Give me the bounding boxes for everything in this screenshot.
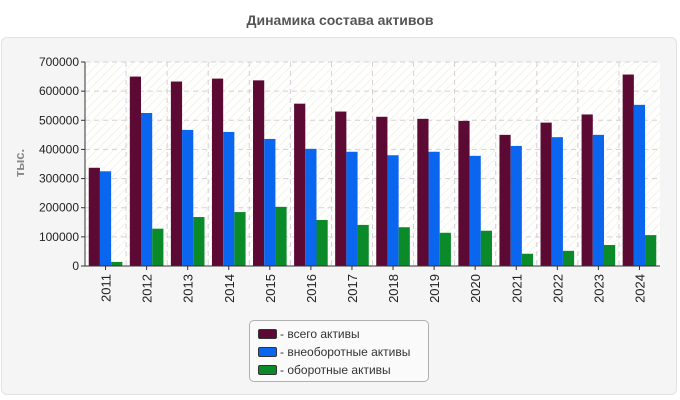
legend-swatch-noncurrent-assets — [258, 347, 277, 357]
bar-2016-series-1 — [305, 148, 317, 266]
legend-label-noncurrent-assets: внеоборотные активы — [287, 345, 411, 359]
bar-2023-series-1 — [592, 134, 604, 266]
bar-2018-series-1 — [387, 155, 399, 266]
bar-2012-series-0 — [129, 76, 142, 266]
bars — [88, 74, 657, 267]
legend-swatch-total-assets — [258, 329, 277, 339]
bar-2017-series-2 — [357, 224, 369, 266]
bar-2018-series-2 — [398, 227, 410, 266]
bar-2012-series-2 — [152, 228, 164, 266]
bar-2021-series-0 — [499, 134, 511, 266]
legend-item-total-assets: - всего активы — [258, 325, 428, 343]
x-tick-label: 2019 — [427, 274, 442, 303]
bar-2016-series-0 — [294, 103, 306, 266]
bar-2021-series-1 — [510, 145, 522, 266]
bar-2023-series-0 — [581, 114, 593, 266]
y-tick-label: 200000 — [39, 201, 79, 215]
bar-2012-series-1 — [141, 113, 153, 266]
bar-2016-series-2 — [316, 219, 328, 266]
bar-2017-series-1 — [346, 151, 358, 266]
bar-2015-series-1 — [264, 138, 276, 266]
grid-lines — [85, 61, 660, 266]
bar-2024-series-0 — [622, 74, 634, 266]
x-tick-label: 2020 — [468, 274, 483, 303]
bar-2019-series-1 — [428, 151, 440, 266]
legend-item-noncurrent-assets: - внеоборотные активы — [258, 343, 428, 361]
x-tick-label: 2024 — [632, 274, 647, 303]
x-tick-label: 2022 — [550, 274, 565, 303]
x-tick-label: 2021 — [509, 274, 524, 303]
bar-2022-series-2 — [562, 250, 575, 266]
bar-2019-series-2 — [439, 232, 451, 266]
bar-2021-series-2 — [521, 253, 534, 266]
bar-2020-series-2 — [480, 230, 492, 266]
y-tick-label: 500000 — [39, 113, 79, 127]
y-axis-title: тыс. — [12, 149, 27, 177]
bar-2022-series-0 — [540, 122, 552, 266]
x-tick-label: 2017 — [345, 274, 360, 303]
y-tick-label: 600000 — [39, 84, 79, 98]
x-tick-label: 2016 — [304, 274, 319, 303]
bar-2018-series-0 — [376, 116, 388, 266]
bar-2011-series-1 — [99, 171, 112, 266]
bar-2017-series-0 — [335, 111, 347, 267]
bar-2024-series-2 — [645, 235, 657, 266]
bar-2015-series-0 — [253, 80, 265, 266]
legend-label-total-assets: всего активы — [287, 327, 360, 341]
bar-2011-series-2 — [111, 261, 123, 266]
legend-swatch-current-assets — [258, 365, 277, 375]
bar-2020-series-0 — [458, 120, 470, 267]
chart-title: Динамика состава активов — [246, 12, 434, 28]
x-tick-label: 2013 — [181, 274, 196, 303]
bar-2024-series-1 — [633, 104, 646, 266]
bar-2019-series-0 — [417, 118, 429, 266]
bar-2020-series-1 — [469, 155, 481, 266]
y-tick-label: 300000 — [39, 172, 79, 186]
bar-2013-series-2 — [193, 217, 205, 266]
y-tick-label: 100000 — [39, 230, 79, 244]
y-tick-label: 700000 — [39, 55, 79, 69]
x-tick-label: 2012 — [140, 274, 155, 303]
x-tick-label: 2018 — [386, 274, 401, 303]
axes: 0 100000 200000 300000 400000 500000 600000 700… — [39, 55, 660, 303]
bar-2013-series-1 — [182, 129, 194, 266]
y-tick-label: 400000 — [39, 142, 79, 156]
bar-2023-series-2 — [603, 245, 616, 266]
bar-2014-series-2 — [234, 212, 246, 266]
x-tick-label: 2015 — [263, 274, 278, 303]
bar-2014-series-0 — [211, 78, 224, 267]
bar-2022-series-1 — [551, 137, 563, 266]
legend-label-current-assets: оборотные активы — [287, 363, 391, 377]
legend: - всего активы - внеоборотные активы - о… — [249, 320, 429, 382]
bar-2014-series-1 — [223, 131, 235, 266]
x-tick-label: 2023 — [591, 274, 606, 303]
bar-2011-series-0 — [88, 167, 100, 266]
bar-2013-series-0 — [170, 81, 183, 266]
bar-2015-series-2 — [275, 206, 287, 266]
legend-item-current-assets: - оборотные активы — [258, 361, 428, 379]
x-tick-label: 2011 — [99, 274, 114, 302]
y-tick-label: 0 — [72, 259, 79, 273]
x-tick-label: 2014 — [222, 274, 237, 303]
